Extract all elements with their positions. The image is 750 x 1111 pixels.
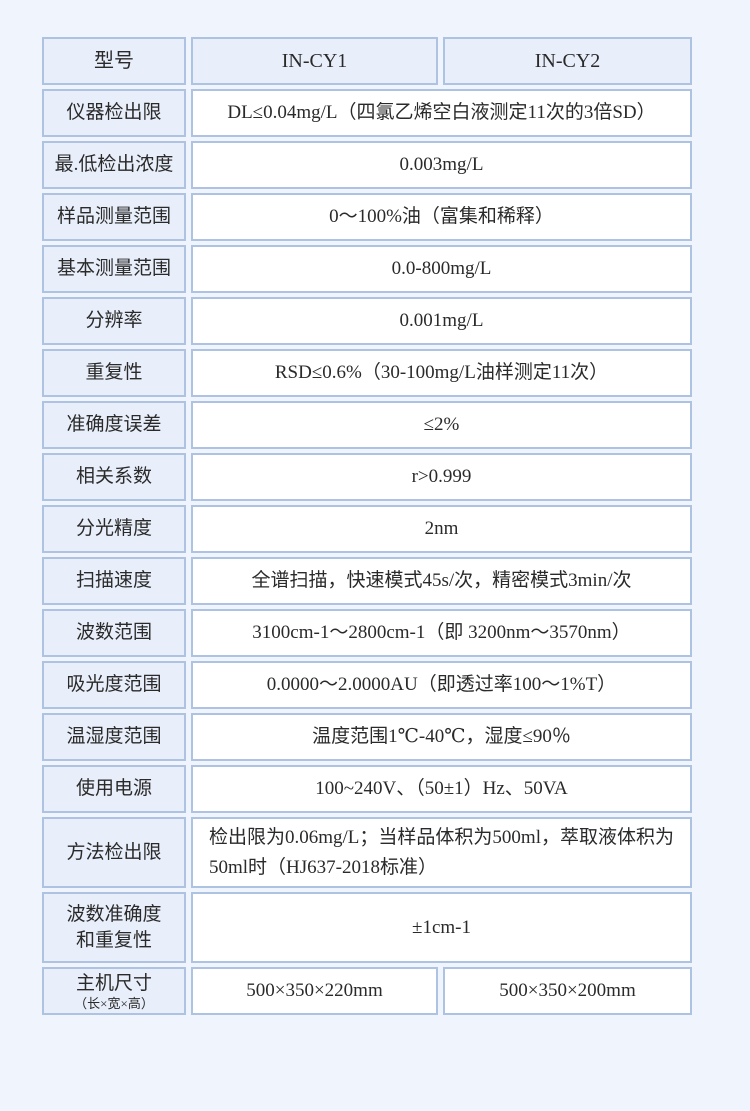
row-label: 最.低检出浓度 — [42, 141, 186, 189]
row-sample-measurement-range: 样品测量范围 0～100%油（富集和稀释） — [42, 193, 692, 241]
row-value: 0.001mg/L — [191, 297, 692, 345]
row-value: 2nm — [191, 505, 692, 553]
row-wavenumber-accuracy-repeatability: 波数准确度 和重复性 ±1cm-1 — [42, 892, 692, 963]
row-label: 主机尺寸 （长×宽×高） — [42, 967, 186, 1015]
row-value: 3100cm-1～2800cm-1（即 3200nm～3570nm） — [191, 609, 692, 657]
row-label-title: 主机尺寸 — [75, 972, 152, 994]
row-label: 波数准确度 和重复性 — [42, 892, 186, 963]
header-model-label: 型号 — [42, 37, 186, 85]
row-label: 使用电源 — [42, 765, 186, 813]
header-row: 型号 IN-CY1 IN-CY2 — [42, 37, 692, 85]
row-value: DL≤0.04mg/L（四氯乙烯空白液测定11次的3倍SD） — [191, 89, 692, 137]
row-resolution: 分辨率 0.001mg/L — [42, 297, 692, 345]
row-label: 基本测量范围 — [42, 245, 186, 293]
row-value: RSD≤0.6%（30-100mg/L油样测定11次） — [191, 349, 692, 397]
row-value-model-2: 500×350×200mm — [443, 967, 692, 1015]
header-model-2: IN-CY2 — [443, 37, 692, 85]
row-label: 温湿度范围 — [42, 713, 186, 761]
row-label-line2: 和重复性 — [75, 929, 152, 951]
row-scan-speed: 扫描速度 全谱扫描，快速模式45s/次，精密模式3min/次 — [42, 557, 692, 605]
row-wavenumber-range: 波数范围 3100cm-1～2800cm-1（即 3200nm～3570nm） — [42, 609, 692, 657]
row-value: r>0.999 — [191, 453, 692, 501]
header-model-1: IN-CY1 — [191, 37, 438, 85]
row-value: 0.003mg/L — [191, 141, 692, 189]
row-label: 准确度误差 — [42, 401, 186, 449]
row-value: ±1cm-1 — [191, 892, 692, 963]
row-value: 100~240V、（50±1）Hz、50VA — [191, 765, 692, 813]
row-value: 温度范围1℃-40℃，湿度≤90％ — [191, 713, 692, 761]
row-value: 0.0-800mg/L — [191, 245, 692, 293]
row-label: 吸光度范围 — [42, 661, 186, 709]
row-value: 全谱扫描，快速模式45s/次，精密模式3min/次 — [191, 557, 692, 605]
row-main-unit-dimensions: 主机尺寸 （长×宽×高） 500×350×220mm 500×350×200mm — [42, 967, 692, 1015]
row-label: 仪器检出限 — [42, 89, 186, 137]
row-basic-measurement-range: 基本测量范围 0.0-800mg/L — [42, 245, 692, 293]
row-instrument-detection-limit: 仪器检出限 DL≤0.04mg/L（四氯乙烯空白液测定11次的3倍SD） — [42, 89, 692, 137]
row-accuracy-error: 准确度误差 ≤2% — [42, 401, 692, 449]
row-value: 检出限为0.06mg/L；当样品体积为500ml，萃取液体积为50ml时（HJ6… — [191, 817, 692, 888]
row-label: 扫描速度 — [42, 557, 186, 605]
row-label: 分辨率 — [42, 297, 186, 345]
row-value: 0.0000～2.0000AU（即透过率100～1%T） — [191, 661, 692, 709]
row-label: 波数范围 — [42, 609, 186, 657]
row-repeatability: 重复性 RSD≤0.6%（30-100mg/L油样测定11次） — [42, 349, 692, 397]
row-label: 方法检出限 — [42, 817, 186, 888]
row-label: 相关系数 — [42, 453, 186, 501]
row-value: 0～100%油（富集和稀释） — [191, 193, 692, 241]
row-value-model-1: 500×350×220mm — [191, 967, 438, 1015]
row-spectral-accuracy: 分光精度 2nm — [42, 505, 692, 553]
row-value: ≤2% — [191, 401, 692, 449]
row-temperature-humidity-range: 温湿度范围 温度范围1℃-40℃，湿度≤90％ — [42, 713, 692, 761]
row-label: 重复性 — [42, 349, 186, 397]
row-method-detection-limit: 方法检出限 检出限为0.06mg/L；当样品体积为500ml，萃取液体积为50m… — [42, 817, 692, 888]
row-power-supply: 使用电源 100~240V、（50±1）Hz、50VA — [42, 765, 692, 813]
row-label-line1: 波数准确度 — [66, 903, 162, 925]
spec-table: 型号 IN-CY1 IN-CY2 仪器检出限 DL≤0.04mg/L（四氯乙烯空… — [42, 37, 692, 1019]
row-label: 样品测量范围 — [42, 193, 186, 241]
row-absorbance-range: 吸光度范围 0.0000～2.0000AU（即透过率100～1%T） — [42, 661, 692, 709]
row-correlation-coefficient: 相关系数 r>0.999 — [42, 453, 692, 501]
row-label-sublabel: （长×宽×高） — [74, 996, 154, 1012]
row-label: 分光精度 — [42, 505, 186, 553]
row-minimum-detectable-concentration: 最.低检出浓度 0.003mg/L — [42, 141, 692, 189]
